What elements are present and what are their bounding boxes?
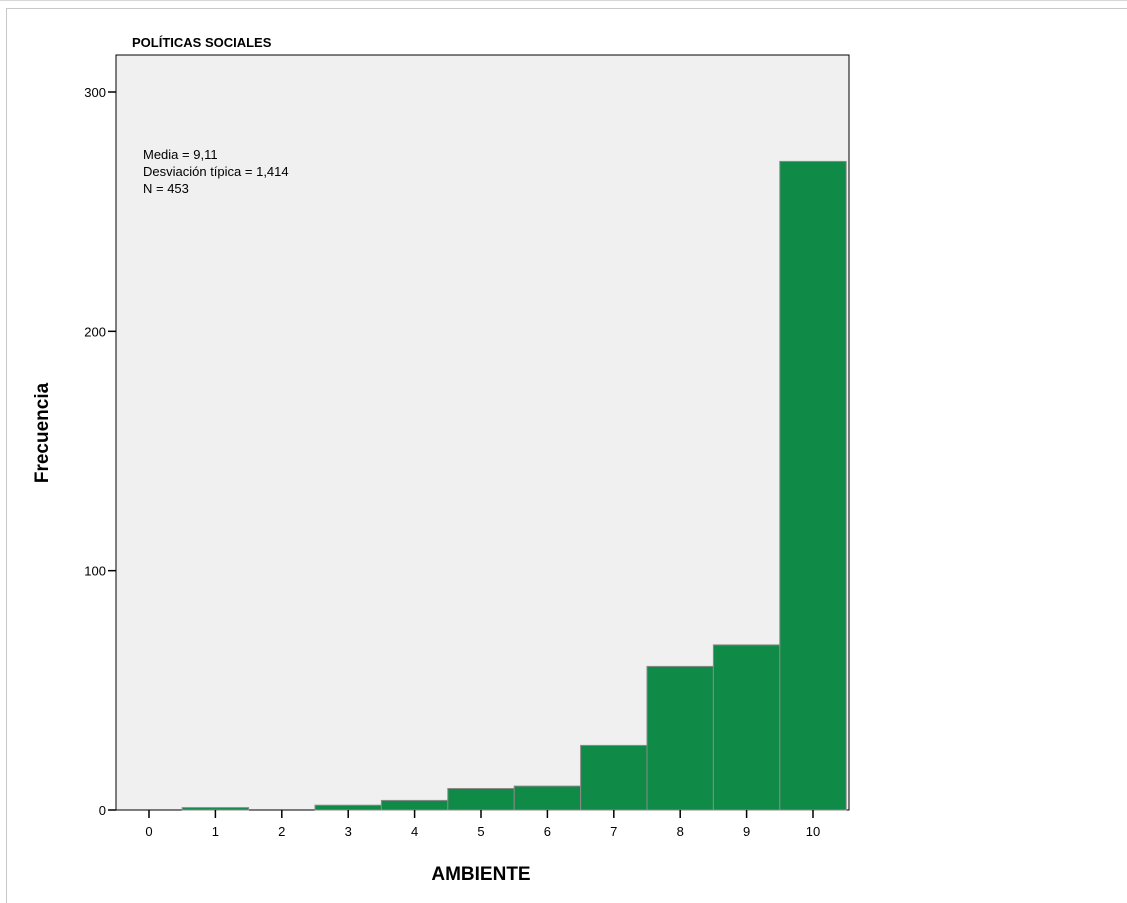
bar-7 (580, 744, 648, 811)
x-axis-label: AMBIENTE (431, 864, 530, 885)
bar-3 (314, 804, 382, 811)
stats-mean: Media = 9,11 (143, 147, 218, 162)
x-axis: 0 1 2 3 4 5 6 7 8 9 10 (145, 810, 820, 839)
x-tick-label-7: 7 (610, 824, 617, 839)
x-tick-label-10: 10 (806, 824, 820, 839)
stats-box: Media = 9,11 Desviación típica = 1,414 N… (143, 147, 289, 196)
x-tick-label-6: 6 (544, 824, 551, 839)
chart-title: POLÍTICAS SOCIALES (132, 35, 272, 50)
x-tick-label-2: 2 (278, 824, 285, 839)
bar-10 (779, 160, 847, 811)
x-tick-label-0: 0 (145, 824, 152, 839)
bar-9 (712, 644, 781, 811)
stats-std-dev: Desviación típica = 1,414 (143, 164, 289, 179)
x-tick-label-4: 4 (411, 824, 418, 839)
x-tick-label-8: 8 (677, 824, 684, 839)
y-tick-label-0: 0 (99, 803, 106, 818)
bar-1 (181, 807, 250, 811)
x-tick-label-5: 5 (477, 824, 484, 839)
x-tick-label-9: 9 (743, 824, 750, 839)
y-axis: 0 100 200 300 (84, 85, 116, 818)
y-axis-label: Frecuencia (32, 382, 53, 483)
stats-n: N = 453 (143, 181, 189, 196)
y-tick-label-200: 200 (84, 324, 106, 339)
y-tick-label-100: 100 (84, 564, 106, 579)
bar-6 (513, 785, 582, 811)
bar-4 (380, 799, 449, 811)
bars-group (181, 160, 847, 811)
output-frame (6, 8, 1127, 903)
x-tick-label-1: 1 (212, 824, 219, 839)
window-top-border (0, 0, 1127, 1)
x-tick-label-3: 3 (345, 824, 352, 839)
bar-5 (447, 788, 515, 811)
bar-8 (646, 665, 714, 811)
y-tick-label-300: 300 (84, 85, 106, 100)
